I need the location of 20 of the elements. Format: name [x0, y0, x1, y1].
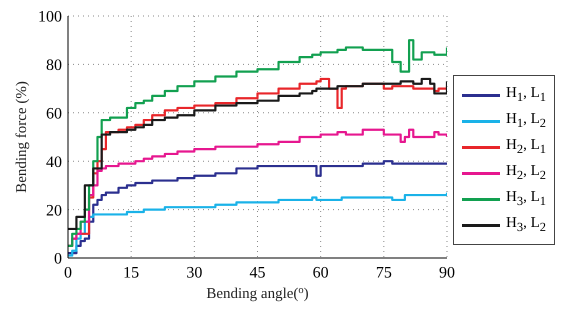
y-tick-label: 80 [46, 57, 62, 74]
y-tick-label: 60 [46, 105, 62, 122]
y-tick-label: 0 [54, 250, 62, 268]
legend-label: H$_{3}$, L$_{1}$ [506, 189, 546, 209]
x-axis-title: Bending angle($^{o}$) [206, 284, 309, 302]
x-tick-label: 75 [376, 264, 392, 282]
x-tick-label: 45 [249, 264, 266, 282]
x-tick-label: 30 [186, 264, 202, 282]
x-tick-label: 90 [438, 264, 455, 282]
y-tick-label: 40 [46, 154, 62, 171]
legend-label: H$_{3}$, L$_{2}$ [506, 215, 546, 235]
x-tick-label: 15 [123, 264, 140, 282]
legend-label: H$_{1}$, L$_{2}$ [506, 111, 546, 131]
legend-label: H$_{2}$, L$_{1}$ [506, 137, 546, 157]
y-tick-label: 100 [38, 8, 62, 26]
legend-label: H$_{1}$, L$_{1}$ [506, 85, 546, 105]
legend-label: H$_{2}$, L$_{2}$ [506, 163, 546, 183]
x-tick-label: 60 [312, 264, 329, 282]
y-axis-title: Bending force (%) [14, 81, 30, 193]
y-tick-label: 20 [46, 202, 62, 220]
